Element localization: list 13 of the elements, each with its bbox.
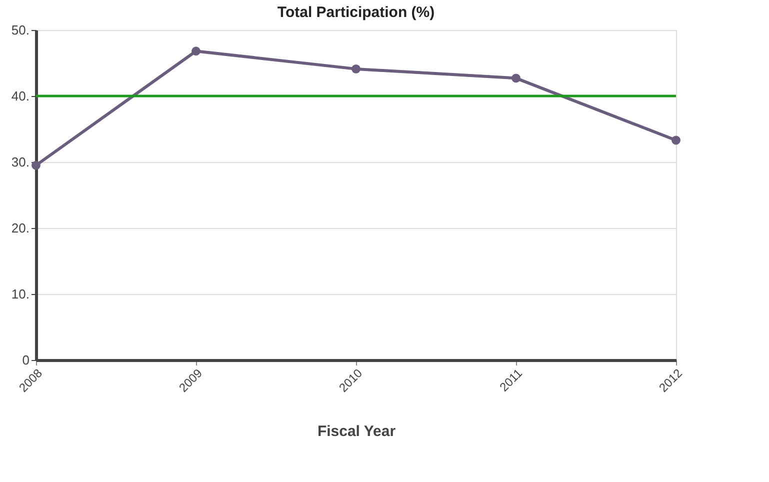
x-axis-title: Fiscal Year bbox=[317, 423, 396, 440]
point bbox=[352, 64, 360, 74]
y-tick-label: 50. bbox=[11, 22, 30, 38]
point bbox=[32, 160, 40, 170]
point bbox=[672, 136, 680, 145]
y-tick-label: 30. bbox=[11, 154, 30, 170]
y-tick-label: 10. bbox=[11, 286, 30, 302]
y-tick-label: 40. bbox=[11, 88, 30, 104]
point bbox=[512, 74, 520, 83]
point bbox=[192, 46, 200, 56]
y-tick-label: 0 bbox=[22, 352, 30, 368]
chart-title: Total Participation (%) bbox=[277, 4, 435, 21]
y-tick-label: 20. bbox=[11, 220, 30, 236]
